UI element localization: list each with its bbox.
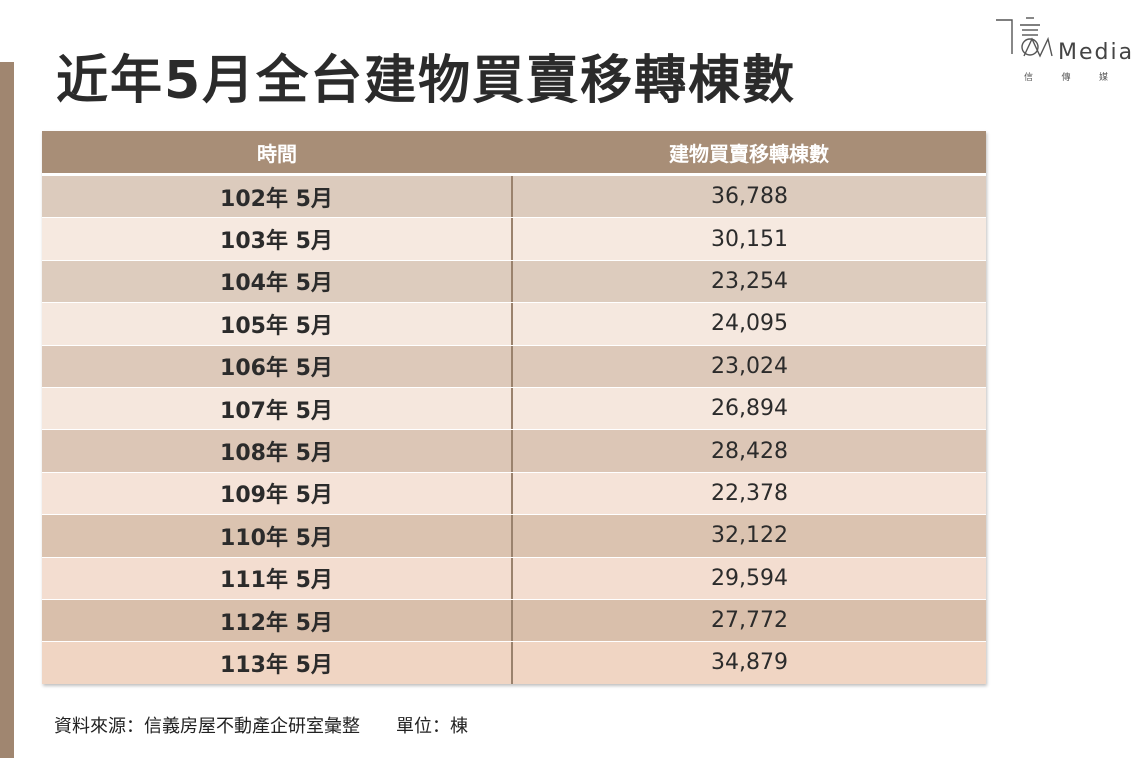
- unit-note: 單位：棟: [396, 716, 468, 737]
- table-row: 108年 5月 28,428: [42, 429, 986, 472]
- footer: 資料來源：信義房屋不動產企研室彙整 單位：棟: [54, 712, 468, 738]
- table-row: 113年 5月 34,879: [42, 641, 986, 684]
- table-row: 107年 5月 26,894: [42, 386, 986, 430]
- left-accent-bar: [0, 62, 14, 758]
- table-row: 112年 5月 27,772: [42, 598, 986, 642]
- source-note: 資料來源：信義房屋不動產企研室彙整: [54, 716, 360, 737]
- logo-text: Media: [1058, 40, 1135, 65]
- cell-time: 104年 5月: [42, 260, 513, 303]
- column-header-time: 時間: [257, 141, 297, 166]
- cell-time: 106年 5月: [42, 345, 513, 387]
- logo-sub-char: 傳: [1061, 73, 1071, 83]
- cell-time: 113年 5月: [42, 642, 513, 684]
- table-row: 111年 5月 29,594: [42, 556, 986, 599]
- column-header-count: 建物買賣移轉棟數: [669, 141, 829, 166]
- table-row: 105年 5月 24,095: [42, 302, 986, 345]
- table-row: 109年 5月 22,378: [42, 471, 986, 515]
- cell-count: 36,788: [711, 184, 788, 210]
- cell-time: 110年 5月: [42, 515, 513, 557]
- cell-time: 109年 5月: [42, 472, 513, 515]
- logo-subtitle: 信 傳 媒: [1024, 70, 1108, 83]
- table-row: 106年 5月 23,024: [42, 344, 986, 387]
- table-row: 103年 5月 30,151: [42, 217, 986, 260]
- cell-time: 112年 5月: [42, 599, 513, 642]
- cell-count: 23,024: [711, 353, 788, 379]
- cell-count: 28,428: [711, 438, 788, 464]
- data-table: 時間 建物買賣移轉棟數 102年 5月 36,788 103年 5月 30,151 10…: [42, 131, 986, 684]
- cell-count: 34,879: [711, 650, 788, 676]
- cell-count: 27,772: [711, 608, 788, 634]
- cell-time: 103年 5月: [42, 218, 513, 260]
- logo-sub-char: 媒: [1098, 73, 1108, 83]
- logo-mark-icon: [996, 17, 1053, 58]
- cell-time: 108年 5月: [42, 430, 513, 472]
- table-row: 102年 5月 36,788: [42, 175, 986, 218]
- logo: Media 信 傳 媒: [994, 14, 1132, 86]
- cell-time: 107年 5月: [42, 387, 513, 430]
- cell-count: 22,378: [711, 480, 788, 506]
- cell-count: 29,594: [711, 565, 788, 591]
- cell-time: 102年 5月: [42, 176, 513, 218]
- table-row: 104年 5月 23,254: [42, 259, 986, 303]
- cell-time: 111年 5月: [42, 557, 513, 599]
- logo-sub-char: 信: [1024, 73, 1034, 83]
- cell-count: 32,122: [711, 523, 788, 549]
- table-row: 110年 5月 32,122: [42, 514, 986, 557]
- cell-count: 23,254: [711, 268, 788, 294]
- table-header: 時間 建物買賣移轉棟數: [42, 131, 986, 175]
- table-body: 102年 5月 36,788 103年 5月 30,151 104年 5月 23,254 1…: [42, 175, 986, 684]
- cell-count: 26,894: [711, 396, 788, 422]
- cell-time: 105年 5月: [42, 303, 513, 345]
- cell-count: 24,095: [711, 311, 788, 337]
- page-title: 近年5月全台建物買賣移轉棟數: [56, 51, 797, 111]
- cell-count: 30,151: [711, 226, 788, 252]
